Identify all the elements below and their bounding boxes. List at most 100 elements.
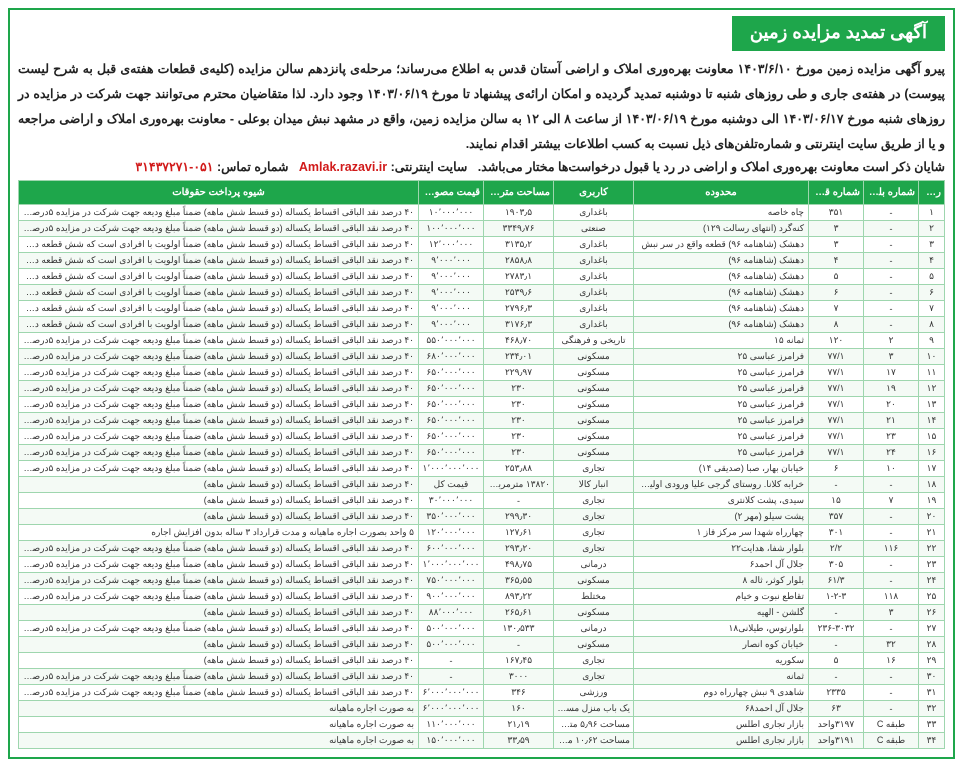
cell-r: ۳۱ — [919, 685, 945, 701]
cell-blk: - — [864, 621, 919, 637]
intro-paragraph-1: پیرو آگهی مزایده زمین مورخ ۱۴۰۳/۶/۱۰ معا… — [18, 57, 945, 157]
cell-price: ۹٬۰۰۰٬۰۰۰ — [419, 285, 484, 301]
cell-r: ۲۸ — [919, 637, 945, 653]
cell-area: بلوار کوثر، ثاله ۸ — [634, 573, 809, 589]
cell-use: مختلط — [554, 589, 634, 605]
cell-use: باغداری — [554, 253, 634, 269]
cell-area: ثمانه ۱۵ — [634, 333, 809, 349]
cell-plot: ۷۷/۱ — [809, 397, 864, 413]
cell-blk: ۳ — [864, 349, 919, 365]
cell-pay: ۴۰ درصد نقد الباقی اقساط یکساله (دو قسط … — [19, 445, 419, 461]
cell-plot: ۷۷/۱ — [809, 413, 864, 429]
table-row: ۴-۴دهشک (شاهنامه ۹۶)باغداری۲۸۵۸٫۸۹٬۰۰۰٬۰… — [19, 253, 945, 269]
cell-price: ۶۰۰٬۰۰۰٬۰۰۰ — [419, 541, 484, 557]
cell-sqm: ۲۶۵٫۶۱ — [484, 605, 554, 621]
cell-sqm: ۲۳۰ — [484, 445, 554, 461]
cell-use: تجاری — [554, 493, 634, 509]
cell-pay: ۴۰ درصد نقد الباقی اقساط یکساله (دو قسط … — [19, 317, 419, 333]
table-row: ۳۱-۲۳۳۵شاهدی ۹ نبش چهارراه دومورزشی۳۴۶۶٬… — [19, 685, 945, 701]
cell-pay: ۴۰ درصد نقد الباقی اقساط یکساله (دو قسط … — [19, 333, 419, 349]
cell-pay: ۴۰ درصد نقد الباقی اقساط یکساله (دو قسط … — [19, 621, 419, 637]
cell-use: انبار کالا — [554, 477, 634, 493]
cell-blk: - — [864, 205, 919, 221]
cell-price: ۶۵۰٬۰۰۰٬۰۰۰ — [419, 365, 484, 381]
cell-sqm: ۳۱۷۶٫۳ — [484, 317, 554, 333]
cell-price: ۹٬۰۰۰٬۰۰۰ — [419, 269, 484, 285]
cell-blk: - — [864, 285, 919, 301]
cell-use: مسکونی — [554, 429, 634, 445]
table-row: ۲-۳کنه‌گرد (انتهای رسالت ۱۲۹)صنعتی۳۳۴۹٫۷… — [19, 221, 945, 237]
table-row: ۱۰۳۷۷/۱فرامرز عباسی ۲۵مسکونی۲۳۴٫۰۱۶۸۰٬۰۰… — [19, 349, 945, 365]
cell-plot: ۳۵۱ — [809, 205, 864, 221]
cell-use: تجاری — [554, 541, 634, 557]
table-row: ۱۳۲۰۷۷/۱فرامرز عباسی ۲۵مسکونی۲۳۰۶۵۰٬۰۰۰٬… — [19, 397, 945, 413]
cell-plot: ۷ — [809, 301, 864, 317]
cell-blk: - — [864, 509, 919, 525]
col-sqm: مساحت مترمربع — [484, 181, 554, 205]
cell-area: دهشک (شاهنامه ۹۶) — [634, 253, 809, 269]
cell-r: ۸ — [919, 317, 945, 333]
cell-plot: ۶۳ — [809, 701, 864, 717]
cell-plot: ۷۷/۱ — [809, 365, 864, 381]
cell-area: دهشک (شاهنامه ۹۶) — [634, 301, 809, 317]
table-row: ۲۹۱۶۵سکوریهتجاری۱۶۷٫۴۵-۴۰ درصد نقد الباق… — [19, 653, 945, 669]
col-price: قیمت مصوب (ریال) مترمربع — [419, 181, 484, 205]
cell-use: تجاری — [554, 669, 634, 685]
site-label: سایت اینترنتی: — [391, 160, 468, 174]
cell-use: مسکونی — [554, 365, 634, 381]
cell-r: ۲۳ — [919, 557, 945, 573]
cell-r: ۱ — [919, 205, 945, 221]
cell-area: دهشک (شاهنامه ۹۶) — [634, 269, 809, 285]
cell-plot: ۵ — [809, 269, 864, 285]
phone-label: شماره تماس: — [217, 160, 289, 174]
cell-sqm: ۲۲۹٫۹۷ — [484, 365, 554, 381]
cell-area: کنه‌گرد (انتهای رسالت ۱۲۹) — [634, 221, 809, 237]
cell-use: مسکونی — [554, 413, 634, 429]
contact-line: شایان ذکر است معاونت بهره‌وری املاک و ار… — [18, 159, 945, 174]
cell-price: ۶۵۰٬۰۰۰٬۰۰۰ — [419, 429, 484, 445]
cell-sqm: ۲۷۸۳٫۱ — [484, 269, 554, 285]
cell-area: بازار تجاری اطلس — [634, 717, 809, 733]
cell-blk: ۲ — [864, 333, 919, 349]
cell-sqm: ۱۶۷٫۴۵ — [484, 653, 554, 669]
cell-area: چهارراه شهدا سر مرکز فاز ۱ — [634, 525, 809, 541]
cell-plot: ۳ — [809, 221, 864, 237]
cell-r: ۱۵ — [919, 429, 945, 445]
cell-plot: ۷۷/۱ — [809, 445, 864, 461]
cell-blk: ۲۴ — [864, 445, 919, 461]
cell-use: درمانی — [554, 557, 634, 573]
cell-plot: ۸ — [809, 317, 864, 333]
cell-blk: - — [864, 269, 919, 285]
cell-pay: ۴۰ درصد نقد الباقی اقساط یکساله (دو قسط … — [19, 541, 419, 557]
cell-price: ۶۵۰٬۰۰۰٬۰۰۰ — [419, 397, 484, 413]
cell-area: بازار تجاری اطلس — [634, 733, 809, 749]
cell-blk: ۲۱ — [864, 413, 919, 429]
cell-sqm: ۲۹۹٫۳۰ — [484, 509, 554, 525]
cell-sqm: ۲۳۴٫۰۱ — [484, 349, 554, 365]
cell-blk: ۳ — [864, 605, 919, 621]
cell-sqm: ۱۹۰۳٫۵ — [484, 205, 554, 221]
cell-pay: ۴۰ درصد نقد الباقی اقساط یکساله (دو قسط … — [19, 573, 419, 589]
cell-r: ۱۹ — [919, 493, 945, 509]
table-row: ۱۶۲۴۷۷/۱فرامرز عباسی ۲۵مسکونی۲۳۰۶۵۰٬۰۰۰٬… — [19, 445, 945, 461]
cell-plot: ۶۱/۳ — [809, 573, 864, 589]
cell-use: مساحت ۱۰٫۶۲ متر مربع بالکن — [554, 733, 634, 749]
cell-r: ۷ — [919, 301, 945, 317]
cell-blk: - — [864, 669, 919, 685]
cell-use: تجاری — [554, 509, 634, 525]
cell-pay: ۴۰ درصد نقد الباقی اقساط یکساله (دو قسط … — [19, 349, 419, 365]
table-row: ۲۶۳-گلشن - الهیهمسکونی۲۶۵٫۶۱۸۸٬۰۰۰٬۰۰۰۴۰… — [19, 605, 945, 621]
cell-r: ۲۵ — [919, 589, 945, 605]
cell-r: ۲۷ — [919, 621, 945, 637]
cell-r: ۱۷ — [919, 461, 945, 477]
cell-sqm: ۲۵۳٫۸۸ — [484, 461, 554, 477]
cell-price: ۶۵۰٬۰۰۰٬۰۰۰ — [419, 413, 484, 429]
cell-use: یک باب منزل مسکونی — [554, 701, 634, 717]
table-row: ۱۲۱۹۷۷/۱فرامرز عباسی ۲۵مسکونی۲۳۰۶۵۰٬۰۰۰٬… — [19, 381, 945, 397]
cell-price: ۶۵۰٬۰۰۰٬۰۰۰ — [419, 381, 484, 397]
cell-sqm: ۳۱۳۵٫۲ — [484, 237, 554, 253]
cell-sqm: ۱۲۷٫۶۱ — [484, 525, 554, 541]
cell-area: بلوارتوس، طیلانی۱۸ — [634, 621, 809, 637]
table-row: ۱۷۱۰۶خیابان بهار، صبا (صدیقی ۱۴)تجاری۲۵۳… — [19, 461, 945, 477]
cell-pay: ۴۰ درصد نقد الباقی اقساط یکساله (دو قسط … — [19, 269, 419, 285]
